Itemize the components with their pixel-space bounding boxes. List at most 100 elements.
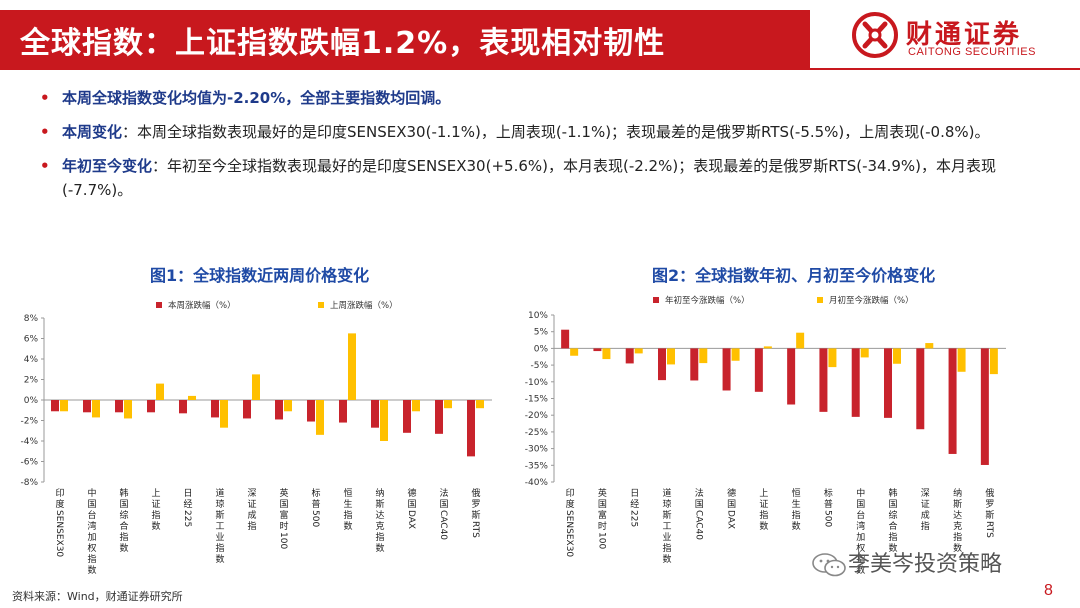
- x-tick-label: 上: [151, 488, 160, 499]
- y-tick-label: -15%: [525, 395, 549, 405]
- x-tick-label: 上: [759, 488, 768, 499]
- x-tick-label: 指: [888, 531, 897, 543]
- x-tick-label: 成: [247, 509, 256, 521]
- legend-label: 本周涨跌幅（%）: [168, 300, 236, 311]
- x-tick-label: 度: [55, 498, 64, 510]
- bar: [275, 400, 283, 420]
- x-tick-label: 韩: [888, 487, 897, 499]
- x-tick-label: 日: [630, 488, 639, 499]
- company-logo: 财通证券 CAITONG SECURITIES: [852, 8, 1072, 64]
- x-tick-label: 加: [87, 532, 96, 543]
- bullet-lead: 年初至今变化: [62, 157, 153, 175]
- x-tick-label: 225: [629, 510, 639, 527]
- x-tick-label: 证: [759, 499, 768, 510]
- bar: [602, 348, 611, 360]
- logo-mark-icon: [852, 12, 898, 58]
- bullet-ytd-change: • 年初至今变化：年初至今全球指数表现最好的是印度SENSEX30(+5.6%)…: [40, 154, 1040, 202]
- x-tick-label-group: 上证指数: [759, 488, 768, 532]
- x-tick-label: 德: [727, 487, 736, 499]
- x-tick-label: 数: [792, 520, 801, 532]
- x-tick-label: SENSEX30: [564, 510, 574, 557]
- x-tick-label: 数: [151, 520, 160, 532]
- x-tick-label: 生: [343, 498, 352, 510]
- x-tick-label: 达: [953, 509, 962, 521]
- x-tick-label: 数: [215, 553, 224, 565]
- x-tick-label: 中: [87, 487, 96, 499]
- bar: [893, 348, 901, 364]
- y-tick-label: 0%: [24, 396, 39, 406]
- bar: [658, 348, 666, 381]
- y-tick-label: -25%: [525, 428, 549, 438]
- x-tick-label: 数: [856, 564, 865, 576]
- bar: [690, 348, 699, 381]
- page-number: 8: [1044, 582, 1053, 599]
- x-tick-label: 指: [921, 520, 930, 532]
- bar: [625, 348, 634, 364]
- x-tick-label: 指: [151, 509, 160, 521]
- wechat-icon: [812, 553, 846, 577]
- x-tick-label: 指: [343, 509, 352, 521]
- x-tick-label: 时: [598, 520, 607, 532]
- x-tick-label-group: 俄罗斯RTS: [470, 487, 481, 538]
- bullet-dot: •: [40, 123, 50, 141]
- title-band: [0, 10, 810, 68]
- x-tick-label: 国: [727, 499, 736, 510]
- x-tick-label: 度: [566, 498, 575, 510]
- x-tick-label: 克: [375, 521, 384, 532]
- x-tick-label: 合: [119, 520, 128, 532]
- y-tick-label: 10%: [528, 311, 548, 321]
- x-tick-label: 数: [759, 520, 768, 532]
- x-tick-label: 证: [151, 499, 160, 510]
- x-tick-label: 综: [888, 509, 897, 521]
- bar: [476, 400, 484, 409]
- summary-bullets: • 本周全球指数变化均值为-2.20%，全部主要指数均回调。 • 本周变化：本周…: [40, 86, 1040, 212]
- x-tick-label: 斯: [215, 509, 224, 521]
- x-tick-label: 琼: [215, 498, 224, 510]
- x-tick-label: 标: [824, 487, 833, 499]
- x-tick-label: 印: [566, 487, 575, 499]
- x-tick-label: RTS: [470, 521, 480, 538]
- bar: [380, 400, 388, 441]
- figure-2-title: 图2：全球指数年初、月初至今价格变化: [652, 266, 936, 285]
- bar: [667, 348, 675, 365]
- x-tick-label-group: 印度SENSEX30: [54, 487, 65, 557]
- x-tick-label: 指: [759, 509, 768, 521]
- bar: [243, 400, 251, 419]
- slide-title: 全球指数：上证指数跌幅1.2%，表现相对韧性: [20, 26, 666, 61]
- bar: [722, 348, 731, 391]
- bar: [467, 400, 475, 457]
- x-tick-label: 罗: [471, 499, 480, 510]
- y-tick-label: -5%: [530, 361, 548, 371]
- x-tick-label: 国: [87, 499, 96, 510]
- x-tick-label: 经: [630, 498, 639, 510]
- x-tick-label: DAX: [726, 510, 736, 529]
- x-tick-label: 富: [279, 509, 288, 521]
- bullet-dot: •: [40, 157, 50, 175]
- x-tick-label: CAC40: [693, 510, 703, 540]
- bar: [561, 329, 570, 349]
- bar: [124, 400, 132, 419]
- x-tick-label: 生: [792, 498, 801, 510]
- x-tick-label: 证: [921, 499, 930, 510]
- account-watermark: 李美岑投资策略: [848, 552, 1003, 577]
- x-tick-label-group: 俄罗斯RTS: [984, 487, 995, 538]
- x-tick-label-group: 上证指数: [151, 488, 160, 532]
- x-tick-label: 指: [375, 531, 384, 543]
- bar: [796, 332, 805, 349]
- x-tick-label: 斯: [375, 498, 384, 510]
- legend-swatch: [817, 297, 823, 303]
- y-tick-label: 4%: [24, 355, 39, 365]
- x-tick-label: CAC40: [438, 510, 448, 540]
- x-tick-label: 成: [921, 509, 930, 521]
- bar: [699, 348, 708, 364]
- x-tick-label: 英: [279, 487, 288, 499]
- x-tick-label: 指: [953, 531, 962, 543]
- bullet-text: ：本周全球指数表现最好的是印度SENSEX30(-1.1%)，上周表现(-1.1…: [122, 123, 990, 141]
